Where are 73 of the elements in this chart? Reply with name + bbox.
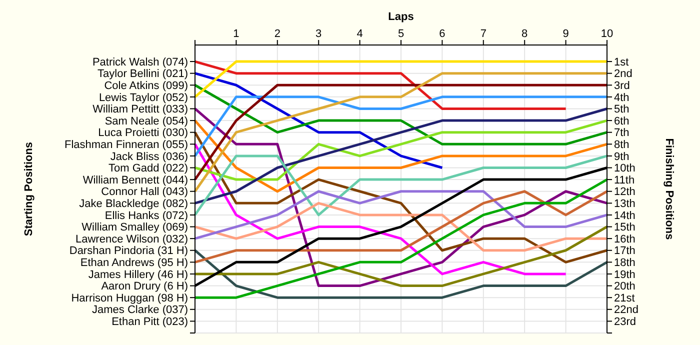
category-label: Flashman Finneran (055) xyxy=(64,139,188,151)
category-label: Sam Neale (054) xyxy=(104,115,188,128)
x-axis-title: Laps xyxy=(388,11,414,23)
line-series xyxy=(194,190,608,240)
category-label: Ethan Andrews (95 H) xyxy=(80,257,188,270)
y2-tick-label: 16th xyxy=(614,233,636,246)
category-label: William Pettitt (033) xyxy=(92,104,188,116)
line-series xyxy=(194,178,608,299)
category-label: William Smalley (069) xyxy=(82,222,188,234)
category-label: Jack Bliss (036) xyxy=(110,150,188,163)
y2-tick-label: 17th xyxy=(614,245,636,258)
line-series xyxy=(194,131,608,264)
y2-tick-label: 12th xyxy=(614,186,636,198)
line-series xyxy=(194,119,608,193)
y2-tick-label: 18th xyxy=(614,257,636,270)
y2-axis-title: Finishing Positions xyxy=(663,138,675,240)
y2-tick-label: 19th xyxy=(614,268,636,281)
y2-tick-label: 15th xyxy=(614,222,636,234)
y2-tick-label: 21st xyxy=(614,292,635,304)
y2-tick-label: 5th xyxy=(614,104,630,116)
line-series xyxy=(194,154,608,216)
category-label: Tom Gadd (022) xyxy=(108,162,188,175)
category-label: Connor Hall (043) xyxy=(101,186,188,198)
category-label: Aaron Drury (6 H) xyxy=(101,280,188,293)
line-series xyxy=(194,107,608,204)
x-tick-label: 1 xyxy=(233,28,240,40)
category-label: Taylor Bellini (021) xyxy=(98,68,188,80)
category-label: James Hillery (46 H) xyxy=(88,268,188,281)
category-label: Lawrence Wilson (032) xyxy=(76,233,188,246)
category-label: Harrison Huggan (98 H) xyxy=(71,292,188,304)
x-tick-label: 3 xyxy=(316,28,322,40)
x-tick-label: 4 xyxy=(356,28,363,40)
y2-tick-label: 8th xyxy=(614,139,630,151)
x-tick-label: 10 xyxy=(600,28,614,40)
category-label: James Clarke (037) xyxy=(92,304,188,316)
y2-tick-label: 9th xyxy=(614,150,630,163)
y2-tick-label: 13th xyxy=(614,198,636,210)
category-label: Lewis Taylor (052) xyxy=(98,92,188,104)
x-tick-label: 2 xyxy=(274,28,280,40)
line-series xyxy=(194,226,608,288)
line-series xyxy=(194,190,608,264)
line-series xyxy=(194,119,608,181)
y2-tick-label: 11th xyxy=(614,174,635,186)
category-label: Cole Atkins (099) xyxy=(104,80,188,92)
y2-tick-label: 2nd xyxy=(614,68,632,80)
line-series xyxy=(194,72,608,193)
y2-tick-label: 14th xyxy=(614,210,636,222)
category-label: Patrick Walsh (074) xyxy=(92,56,188,68)
category-label: William Bennett (044) xyxy=(82,174,188,186)
y2-tick-label: 10th xyxy=(614,162,636,175)
x-tick-label: 7 xyxy=(480,28,486,40)
line-series xyxy=(194,84,608,146)
y2-tick-label: 23rd xyxy=(614,316,636,328)
category-label: Ellis Hanks (072) xyxy=(104,210,188,222)
y2-tick-label: 22nd xyxy=(614,304,638,316)
y2-tick-label: 1st xyxy=(614,56,629,68)
category-label: Darshan Pindoria (31 H) xyxy=(69,245,188,258)
line-series xyxy=(194,249,608,299)
y2-tick-label: 7th xyxy=(614,127,630,140)
category-label: Ethan Pitt (023) xyxy=(112,316,188,328)
category-label: Luca Proietti (030) xyxy=(98,127,188,140)
y2-tick-label: 6th xyxy=(614,115,630,128)
x-tick-label: 8 xyxy=(522,28,528,40)
text: Starting Positions xyxy=(23,142,35,236)
y2-tick-label: 3rd xyxy=(614,80,630,92)
y2-tick-label: 20th xyxy=(614,280,636,293)
line-series xyxy=(194,142,568,276)
category-label: Jake Blackledge (082) xyxy=(79,198,188,210)
x-tick-label: 5 xyxy=(398,28,404,40)
x-tick-label: 6 xyxy=(439,28,446,40)
line-series xyxy=(194,202,608,252)
y2-tick-label: 4th xyxy=(614,92,630,104)
x-tick-label: 9 xyxy=(562,28,569,40)
